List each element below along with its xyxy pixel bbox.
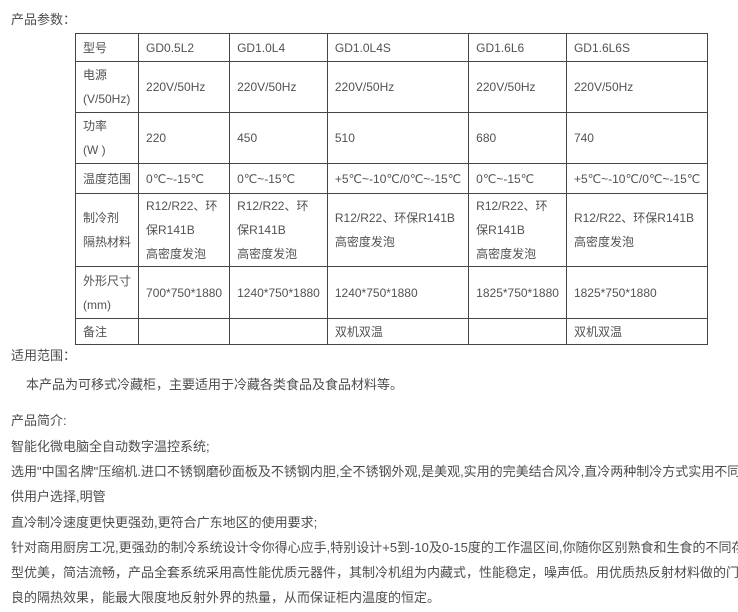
table-cell: R12/R22、环 保R141B 高密度发泡 <box>138 193 231 267</box>
col-header-model-2: GD1.0L4 <box>229 33 328 62</box>
intro-line: 直冷制冷速度更快更强劲,更符合广东地区的使用要求; <box>11 515 318 530</box>
spec-table: 型号 GD0.5L2 GD1.0L4 GD1.0L4S GD1.6L6 GD1.… <box>74 33 709 345</box>
table-cell: 740 <box>565 112 709 164</box>
table-cell: 双机双温 <box>565 318 709 345</box>
intro-line: 针对商用厨房工况,更强劲的制冷系统设计令你得心应手,特别设计+5到-10及0-1… <box>11 540 738 555</box>
page-title: 产品参数： <box>11 12 77 27</box>
table-cell: 510 <box>326 112 470 164</box>
table-cell: 450 <box>229 112 328 164</box>
row-label-model: 型号 <box>74 33 140 62</box>
intro-line: 选用"中国名牌"压缩机.进口不锈钢磨砂面板及不锈钢内胆,全不锈钢外观,是美观,实… <box>11 464 738 479</box>
table-cell: 0℃~-15℃ <box>468 163 567 194</box>
table-cell: 220V/50Hz <box>565 61 709 113</box>
table-cell: 700*750*1880 <box>138 266 231 319</box>
table-cell: 220V/50Hz <box>326 61 470 113</box>
intro-section-title: 产品简介: <box>11 413 67 428</box>
table-cell: R12/R22、环保R141B 高密度发泡 <box>326 193 470 267</box>
col-header-model-5: GD1.6L6S <box>565 33 709 62</box>
table-row-temp-range: 温度范围 0℃~-15℃ 0℃~-15℃ +5℃~-10℃/0℃~-15℃ 0℃… <box>74 163 709 194</box>
table-cell: 220V/50Hz <box>138 61 231 113</box>
scope-section-title: 适用范围： <box>11 348 77 363</box>
table-row-remarks: 备注 双机双温 双机双温 <box>74 318 709 345</box>
table-cell: 1825*750*1880 <box>468 266 567 319</box>
table-cell <box>229 318 328 345</box>
table-cell: 1240*750*1880 <box>229 266 328 319</box>
intro-line: 智能化微电脑全自动数字温控系统; <box>11 439 210 454</box>
table-cell: +5℃~-10℃/0℃~-15℃ <box>326 163 470 194</box>
table-row-power-supply: 电源 (V/50Hz) 220V/50Hz 220V/50Hz 220V/50H… <box>74 61 709 113</box>
col-header-model-3: GD1.0L4S <box>326 33 470 62</box>
table-cell: R12/R22、环保R141B 高密度发泡 <box>565 193 709 267</box>
intro-line: 型优美，简洁流畅，产品全套系统采用高性能优质元器件，其制冷机组为内藏式，性能稳定… <box>11 565 738 580</box>
col-header-model-4: GD1.6L6 <box>468 33 567 62</box>
intro-line: 良的隔热效果，能最大限度地反射外界的热量，从而保证柜内温度的恒定。 <box>11 590 441 605</box>
table-cell: R12/R22、环 保R141B 高密度发泡 <box>468 193 567 267</box>
table-row-wattage: 功率 (W ) 220 450 510 680 740 <box>74 112 709 164</box>
table-cell: 220V/50Hz <box>229 61 328 113</box>
table-row-dimensions: 外形尺寸 (mm) 700*750*1880 1240*750*1880 124… <box>74 266 709 319</box>
row-label-dimensions: 外形尺寸 (mm) <box>74 266 140 319</box>
row-label-remarks: 备注 <box>74 318 140 345</box>
table-cell <box>468 318 567 345</box>
table-cell: +5℃~-10℃/0℃~-15℃ <box>565 163 709 194</box>
table-cell: 1240*750*1880 <box>326 266 470 319</box>
intro-line: 供用户选择,明管 <box>11 489 106 504</box>
table-cell <box>138 318 231 345</box>
table-cell: 680 <box>468 112 567 164</box>
row-label-temp-range: 温度范围 <box>74 163 140 194</box>
table-cell: 220V/50Hz <box>468 61 567 113</box>
scope-text: 本产品为可移式冷藏柜，主要适用于冷藏各类食品及食品材料等。 <box>26 377 404 392</box>
table-cell: 220 <box>138 112 231 164</box>
table-cell: 0℃~-15℃ <box>138 163 231 194</box>
table-row-refrigerant: 制冷剂 隔热材料 R12/R22、环 保R141B 高密度发泡 R12/R22、… <box>74 193 709 267</box>
table-cell: 双机双温 <box>326 318 470 345</box>
row-label-refrigerant: 制冷剂 隔热材料 <box>74 193 140 267</box>
table-header-row: 型号 GD0.5L2 GD1.0L4 GD1.0L4S GD1.6L6 GD1.… <box>74 33 709 62</box>
row-label-power-supply: 电源 (V/50Hz) <box>74 61 140 113</box>
table-cell: R12/R22、环 保R141B 高密度发泡 <box>229 193 328 267</box>
table-cell: 0℃~-15℃ <box>229 163 328 194</box>
table-cell: 1825*750*1880 <box>565 266 709 319</box>
col-header-model-1: GD0.5L2 <box>138 33 231 62</box>
row-label-wattage: 功率 (W ) <box>74 112 140 164</box>
